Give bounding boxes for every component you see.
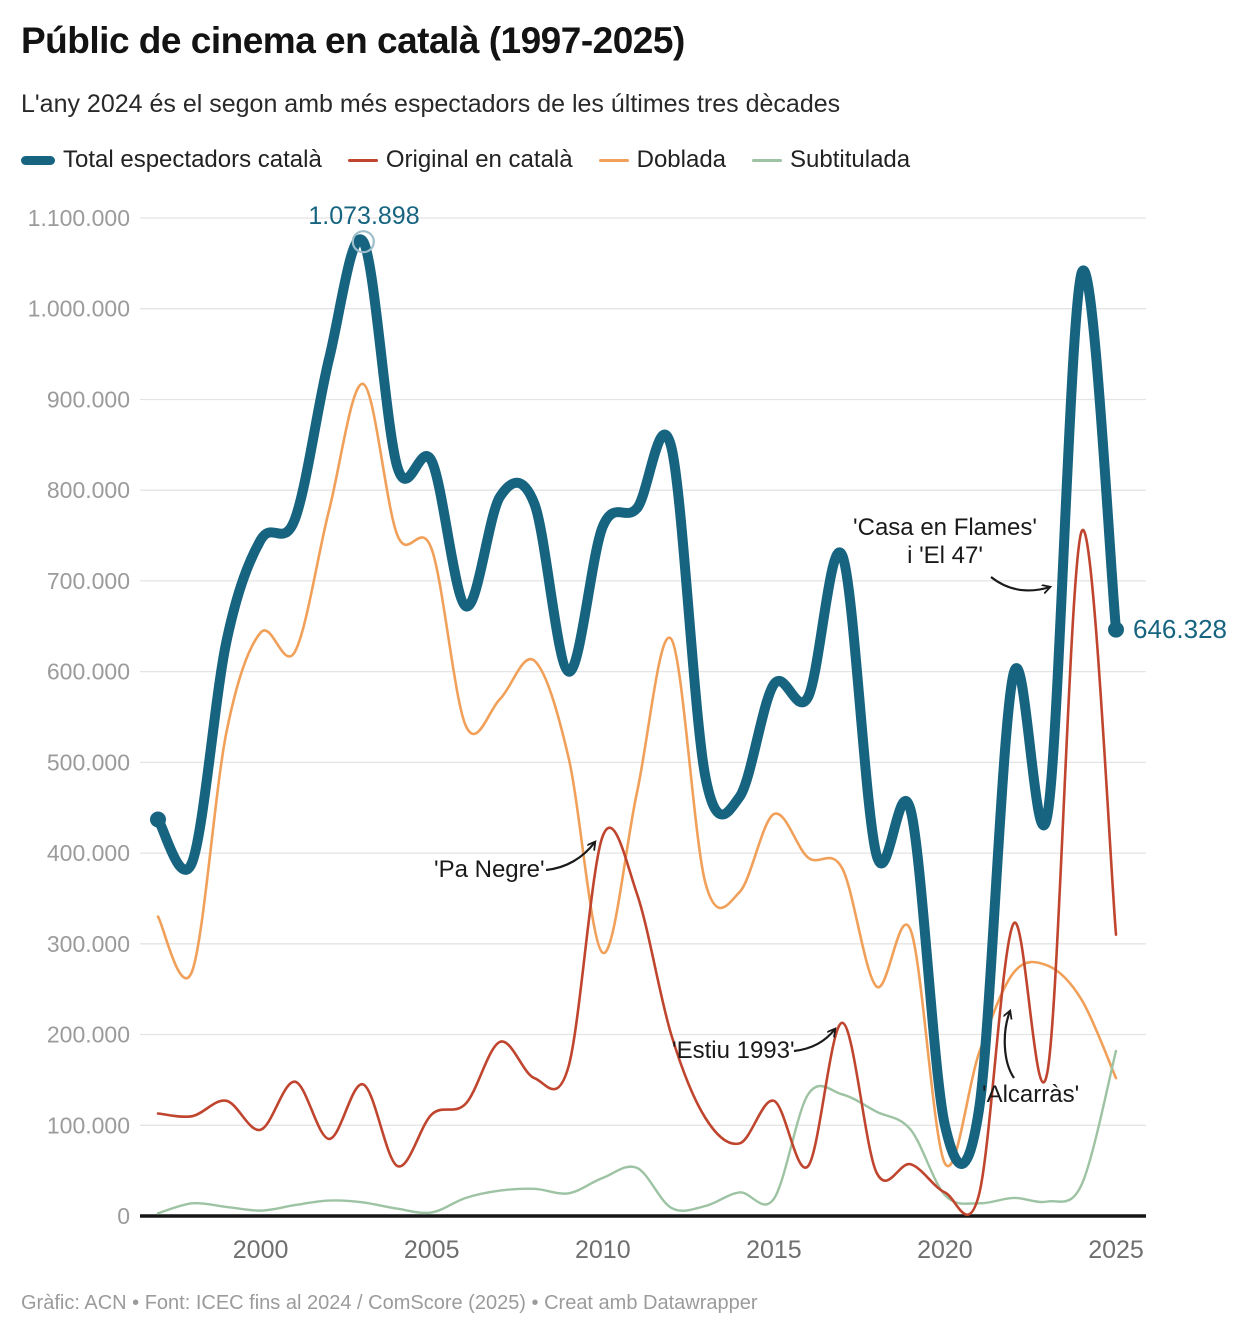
chart-footer: Gràfic: ACN • Font: ICEC fins al 2024 / …	[21, 1292, 758, 1314]
y-tick-label: 100.000	[47, 1112, 130, 1138]
annotation-casa-line1: 'Casa en Flames'	[853, 514, 1037, 541]
x-tick-label: 2020	[917, 1236, 973, 1264]
y-tick-label: 0	[117, 1203, 130, 1229]
alcarras-arrow	[1005, 1011, 1015, 1079]
legend-item-subtitulada: Subtitulada	[752, 146, 910, 174]
y-tick-label: 800.000	[47, 477, 130, 503]
y-tick-label: 700.000	[47, 568, 130, 594]
line-doblada	[156, 382, 1118, 1168]
annotation-casa-en-flames: 'Casa en Flames' i 'El 47'	[852, 514, 1038, 570]
line-original	[156, 528, 1118, 1216]
legend-label-subtitulada: Subtitulada	[790, 146, 911, 173]
legend-label-original: Original en català	[385, 146, 573, 173]
legend: Total espectadors català Original en cata…	[21, 146, 910, 174]
legend-label-total: Total espectadors català	[63, 146, 322, 173]
y-tick-label: 1.000.000	[28, 296, 130, 322]
estiu-1993-arrow	[793, 1029, 835, 1053]
legend-swatch-doblada	[598, 158, 629, 162]
line-subtitulada	[156, 1049, 1118, 1215]
legend-label-doblada: Doblada	[636, 146, 727, 173]
annotation-casa-line2: i 'El 47'	[907, 541, 983, 569]
legend-item-doblada: Doblada	[598, 146, 727, 174]
legend-swatch-subtitulada	[752, 158, 783, 162]
x-tick-label: 2015	[746, 1236, 802, 1264]
y-tick-label: 900.000	[47, 387, 130, 413]
point-marker	[150, 811, 166, 828]
x-tick-label: 2025	[1088, 1236, 1144, 1264]
point-marker	[1108, 621, 1124, 638]
plot-body: 0 100.000 200.000 300.000 400.000 500.000 600.…	[28, 205, 1146, 1264]
x-tick-label: 2005	[404, 1236, 460, 1264]
annotation-estiu-1993: 'Estiu 1993'	[672, 1037, 795, 1064]
y-tick-label: 300.000	[47, 931, 130, 957]
y-tick-label: 500.000	[47, 749, 130, 775]
end-value-label: 646.328	[1133, 614, 1227, 644]
chart-title: Públic de cinema en català (1997-2025)	[21, 20, 685, 61]
annotation-alcarras: 'Alcarràs'	[982, 1081, 1080, 1108]
x-tick-label: 2010	[575, 1236, 631, 1264]
line-total	[153, 234, 1121, 1169]
legend-item-total: Total espectadors català	[21, 146, 322, 174]
peak-value-label: 1.073.898	[308, 202, 420, 230]
y-tick-label: 1.100.000	[28, 205, 130, 231]
pa-negre-arrow	[545, 842, 595, 872]
annotation-arrows	[545, 576, 1050, 1079]
legend-item-original: Original en català	[347, 146, 573, 174]
x-tick-label: 2000	[233, 1236, 289, 1264]
casa-en-flames-arrow	[990, 576, 1050, 590]
chart-subtitle: L'any 2024 és el segon amb més espectado…	[21, 90, 841, 118]
y-tick-label: 200.000	[47, 1022, 130, 1048]
y-tick-label: 400.000	[47, 840, 130, 866]
legend-swatch-original	[347, 158, 378, 162]
y-tick-label: 600.000	[47, 659, 130, 685]
annotation-pa-negre: 'Pa Negre'	[434, 856, 545, 883]
peak-open-circle-marker	[351, 230, 375, 254]
legend-swatch-total	[21, 155, 55, 165]
